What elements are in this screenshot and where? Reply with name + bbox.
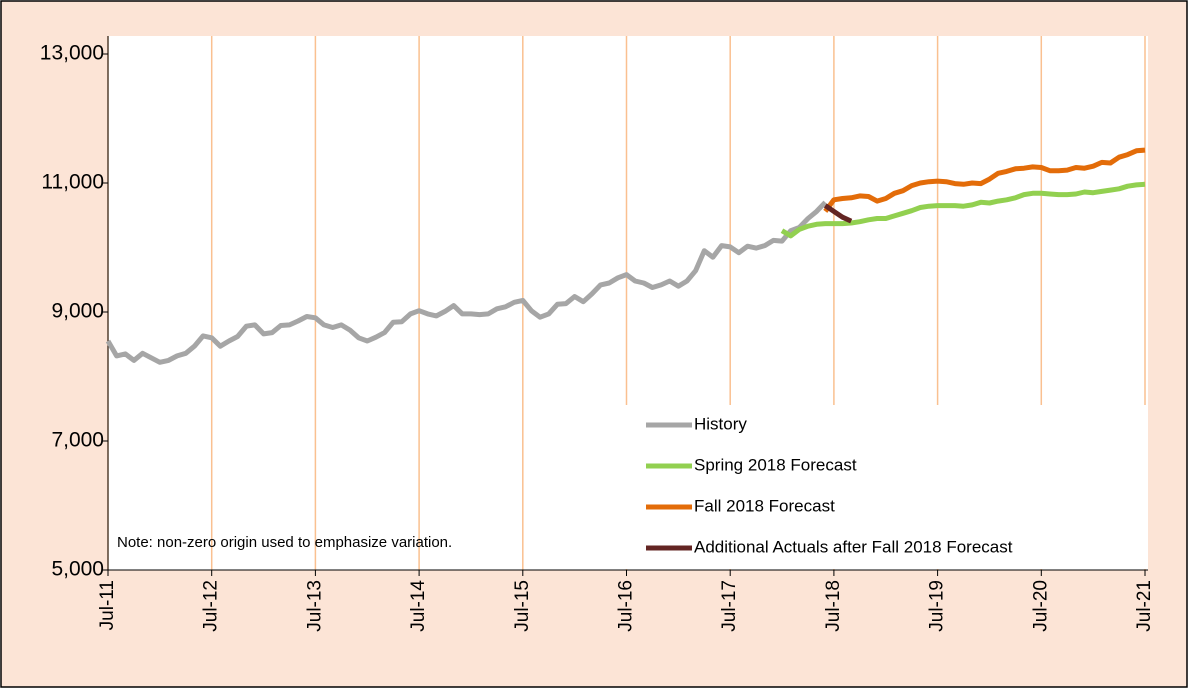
x-tick-label: Jul-17 — [719, 580, 740, 632]
y-tick-label: 5,000 — [51, 558, 104, 581]
y-tick-label: 9,000 — [51, 300, 104, 323]
x-tick-label: Jul-16 — [616, 580, 637, 632]
x-tick-label: Jul-21 — [1134, 580, 1155, 632]
note: Note: non-zero origin used to emphasize … — [117, 534, 452, 551]
series-line — [105, 200, 828, 365]
series-line — [823, 147, 1146, 213]
x-tick-label: Jul-19 — [927, 580, 948, 632]
y-tick-label: 7,000 — [51, 429, 104, 452]
x-tick-label: Jul-13 — [304, 580, 325, 632]
legend-label: History — [694, 414, 747, 433]
legend-label: Additional Actuals after Fall 2018 Forec… — [694, 537, 1013, 556]
series-line — [823, 203, 853, 224]
y-tick-label: 13,000 — [40, 42, 104, 65]
x-tick-label: Jul-15 — [512, 580, 533, 632]
legend-box — [597, 405, 1148, 569]
x-tick-label: Jul-18 — [823, 580, 844, 632]
x-tick-label: Jul-14 — [408, 580, 429, 632]
legend-label: Spring 2018 Forecast — [694, 455, 857, 474]
y-tick-label: 11,000 — [41, 171, 104, 194]
x-tick-label: Jul-20 — [1030, 580, 1051, 632]
legend-label: Fall 2018 Forecast — [694, 496, 835, 515]
x-tick-label: Jul-12 — [201, 580, 222, 632]
series-line — [780, 181, 1146, 239]
x-tick-label: Jul-11 — [97, 580, 118, 630]
